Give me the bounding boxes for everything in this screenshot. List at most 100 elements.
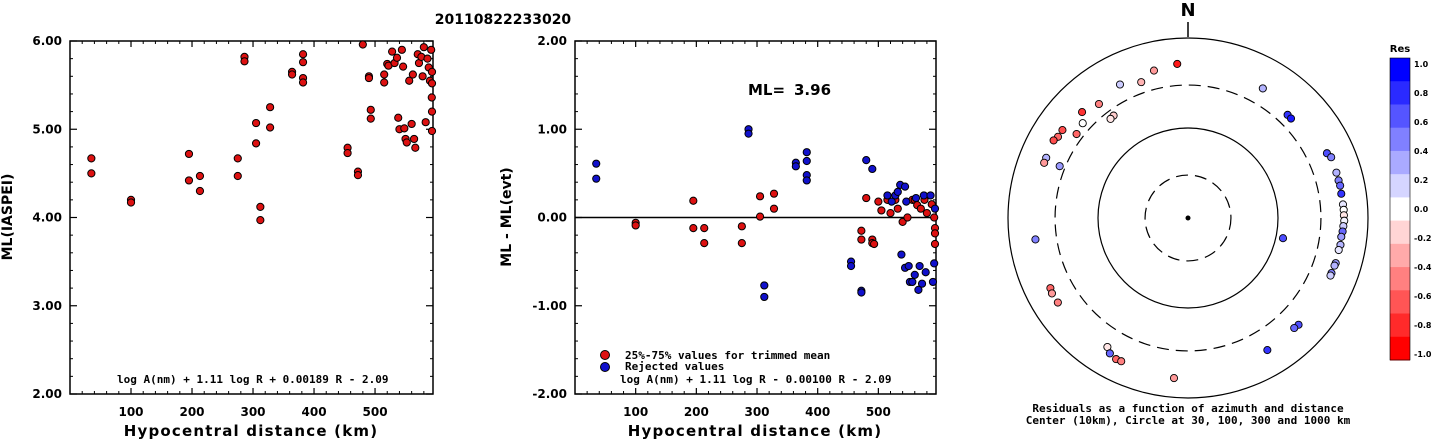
data-point — [592, 174, 601, 183]
colorbar — [1389, 57, 1411, 361]
data-point — [769, 204, 779, 213]
y-tick-label: 2.00 — [32, 387, 62, 401]
data-point — [427, 79, 437, 88]
colorbar-segment — [1390, 150, 1410, 175]
data-points — [592, 125, 940, 302]
station-marker — [1040, 158, 1049, 167]
data-point — [427, 107, 437, 116]
data-point — [411, 143, 420, 152]
colorbar-frame — [1389, 57, 1411, 361]
station-marker — [1278, 234, 1288, 243]
station-marker — [1173, 59, 1182, 68]
data-point — [421, 118, 430, 127]
data-point — [256, 216, 265, 225]
colorbar-segment — [1390, 243, 1410, 268]
data-point — [364, 73, 374, 83]
data-point — [419, 43, 428, 52]
data-point — [755, 212, 765, 221]
data-point — [184, 176, 194, 185]
station-marker — [1094, 99, 1103, 109]
y-axis-label: ML - ML(evt) — [499, 167, 515, 266]
station-marker — [1031, 235, 1040, 244]
data-point — [769, 189, 779, 198]
data-point — [930, 259, 939, 268]
data-point — [904, 261, 913, 271]
x-tick-label: 200 — [684, 405, 709, 419]
data-point — [380, 70, 389, 79]
station-marker — [1049, 136, 1058, 145]
north-label: N — [1180, 0, 1195, 21]
station-marker — [1337, 232, 1346, 241]
station-marker — [1290, 323, 1299, 333]
data-point — [388, 47, 397, 56]
data-point — [922, 208, 931, 218]
station-marker — [1169, 374, 1179, 383]
colorbar-segment — [1390, 81, 1410, 105]
legend-label-accepted: 25%-75% values for trimmed mean — [625, 349, 830, 362]
station-marker — [1055, 162, 1064, 171]
data-point — [400, 124, 409, 133]
axis-ticks: 100 200 300 400 500 2.00 3.00 4.00 5.00 6.00 — [32, 34, 433, 419]
data-point — [883, 191, 892, 200]
x-axis-label: Hypocentral distance (km) — [124, 422, 379, 440]
y-tick-label: 4.00 — [32, 211, 62, 225]
colorbar-ticks: 1.0 0.8 0.6 0.4 0.2 0.0 -0.2 -0.4 -0.6 -0.8 -1.0 — [1414, 60, 1432, 359]
y-tick-label: -2.00 — [532, 387, 567, 401]
x-tick-label: 100 — [623, 405, 648, 419]
data-point — [911, 193, 921, 203]
data-point — [919, 191, 928, 200]
data-point — [251, 139, 261, 148]
legend-label-rejected: Rejected values — [625, 360, 724, 373]
data-point — [195, 186, 205, 196]
formula-text: log A(nm) + 1.11 log R + 0.00189 R - 2.0… — [117, 373, 389, 386]
station-marker — [1286, 114, 1296, 123]
x-tick-label: 100 — [118, 405, 143, 419]
data-point — [427, 67, 437, 76]
data-point — [418, 72, 427, 81]
data-point — [917, 279, 927, 288]
colorbar-tick-label: -0.4 — [1414, 263, 1432, 272]
station-marker — [1047, 289, 1057, 298]
data-point — [266, 123, 275, 132]
y-axis-label: ML(IASPEI) — [0, 174, 16, 261]
data-point — [343, 148, 352, 158]
data-point — [900, 182, 910, 191]
data-point — [893, 187, 902, 197]
distance-rings — [1007, 37, 1369, 399]
data-point — [298, 58, 308, 67]
colorbar-tick-label: -0.2 — [1414, 234, 1432, 243]
colorbar-segment — [1390, 104, 1410, 129]
station-marker — [1137, 78, 1146, 87]
data-point — [366, 105, 375, 114]
data-point — [233, 171, 242, 181]
data-point — [423, 54, 432, 63]
colorbar-tick-label: -0.6 — [1414, 292, 1432, 301]
x-tick-label: 300 — [744, 405, 769, 419]
data-point — [926, 191, 935, 200]
station-marker — [1326, 271, 1335, 280]
colorbar-tick-label: 1.0 — [1414, 60, 1429, 69]
data-point — [700, 223, 709, 233]
data-point — [405, 76, 414, 85]
data-point — [287, 70, 297, 79]
distance-ring — [1097, 127, 1279, 309]
data-point — [908, 277, 917, 287]
axis-ticks: 100 200 300 400 500 -2.00 -1.00 0.00 1.00 2.00 — [532, 34, 936, 419]
colorbar-segment — [1390, 267, 1410, 291]
data-point — [184, 149, 194, 159]
data-point — [897, 250, 906, 259]
data-point — [886, 208, 895, 218]
data-point — [760, 281, 769, 290]
azimuth-residual-map: N Residuals as a function of azimuth and… — [1007, 0, 1432, 427]
station-marker — [1105, 349, 1114, 358]
data-point — [802, 156, 811, 166]
data-point — [353, 171, 363, 180]
data-point — [737, 222, 746, 231]
plot-frame — [69, 40, 434, 395]
data-point — [857, 288, 866, 297]
ml-value: 3.96 — [794, 81, 831, 99]
colorbar-tick-label: 0.8 — [1414, 89, 1429, 98]
epicenter-dot — [1185, 215, 1191, 221]
data-point — [408, 70, 417, 79]
